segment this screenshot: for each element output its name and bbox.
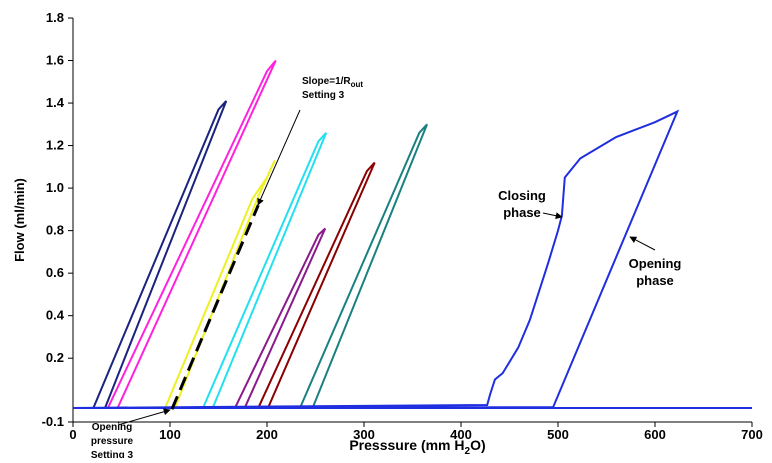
x-axis-label: Presssure (mm H2O) <box>349 437 485 457</box>
x-tick-label: 500 <box>547 427 569 442</box>
y-tick-label: 0.2 <box>46 350 64 365</box>
annotation: phase <box>503 205 541 220</box>
loop-line <box>72 109 752 409</box>
loop-line <box>107 59 277 409</box>
x-axis-label-part: 2 <box>465 446 471 457</box>
loop-line <box>202 132 328 409</box>
x-axis-label-part: Presssure (mm H <box>349 437 464 453</box>
x-tick-label: 100 <box>159 427 181 442</box>
y-axis-label: Flow (ml/min) <box>12 178 27 262</box>
x-tick-label: 200 <box>256 427 278 442</box>
annotation-part: Setting 3 <box>91 450 134 458</box>
annotation: Opening <box>92 422 133 433</box>
annotation: pressure <box>91 436 134 447</box>
annotation: phase <box>636 273 674 288</box>
annotation-part: Opening <box>629 256 682 271</box>
x-tick-label: 0 <box>69 427 76 442</box>
y-tick-label: 1.4 <box>46 95 65 110</box>
x-tick-label: 700 <box>741 427 763 442</box>
y-tick-label: 1.2 <box>46 138 64 153</box>
loop-line <box>299 123 428 409</box>
annotation: Setting 3 <box>91 450 134 458</box>
x-tick-label: 400 <box>450 427 472 442</box>
y-tick-label: 1.8 <box>46 10 64 25</box>
y-tick-label: 0.4 <box>46 308 65 323</box>
y-tick-label: 0.8 <box>46 223 64 238</box>
annotation-arrow <box>117 408 171 426</box>
loop-line <box>92 100 228 409</box>
y-tick-label: 1.0 <box>46 180 64 195</box>
x-axis-label-part: O) <box>470 437 486 453</box>
annotation-part: Closing <box>498 188 546 203</box>
annotation-arrow <box>629 236 656 251</box>
y-tick-label: -0.1 <box>42 414 64 429</box>
annotation-part: pressure <box>91 436 134 447</box>
annotation-part: Opening <box>92 422 133 433</box>
dashed-slope-line <box>170 204 260 410</box>
annotation-part: Slope=1/R <box>302 76 351 87</box>
annotation-part: out <box>351 80 364 89</box>
x-tick-label: 600 <box>644 427 666 442</box>
y-tick-label: 0.6 <box>46 265 64 280</box>
annotation-arrow <box>257 109 301 206</box>
annotation: Opening <box>629 256 682 271</box>
annotation-part: phase <box>636 273 674 288</box>
annotation: Setting 3 <box>302 90 345 101</box>
annotation-arrow <box>542 212 563 220</box>
annotation-part: Setting 3 <box>302 90 345 101</box>
y-tick-label: 1.6 <box>46 53 64 68</box>
annotation: Closing <box>498 188 546 203</box>
x-tick-label: 300 <box>353 427 375 442</box>
annotation: Slope=1/Rout <box>302 76 363 89</box>
annotation-part: phase <box>503 205 541 220</box>
